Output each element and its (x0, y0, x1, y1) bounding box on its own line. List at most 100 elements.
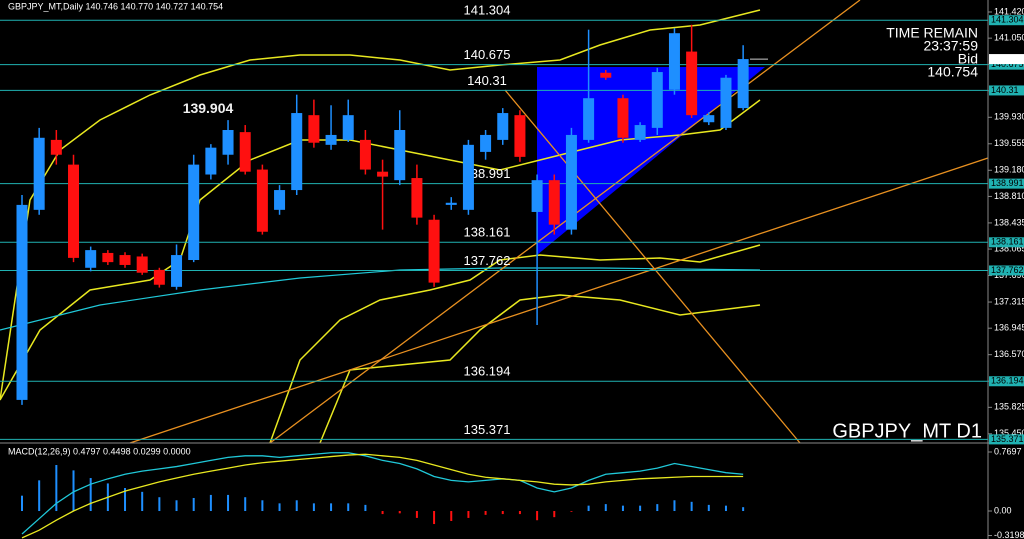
level-label: 137.762 (464, 253, 511, 268)
level-label: 138.991 (464, 166, 511, 181)
histogram-bar (450, 511, 453, 521)
ma-line (0, 267, 761, 331)
histogram-bar (21, 495, 23, 512)
candle-body (462, 144, 474, 210)
histogram-bar (621, 505, 624, 512)
candle-body (256, 169, 268, 232)
chart-header: GBPJPY_MT,Daily 140.746 140.770 140.727 … (8, 1, 223, 11)
y-tick-label: 138.435 (994, 217, 1024, 227)
candle-body (68, 164, 80, 258)
candle-body (377, 171, 389, 177)
histogram-bar (690, 501, 693, 512)
level-label: 138.161 (464, 225, 511, 240)
band-line (319, 294, 761, 444)
time-remain-label: TIME REMAIN (886, 25, 978, 41)
histogram-bar (278, 503, 281, 512)
histogram-bar (415, 511, 418, 518)
histogram-bar (604, 504, 607, 512)
candle-body (720, 77, 732, 128)
histogram-bar (227, 494, 230, 512)
histogram-bar (244, 497, 247, 512)
macd-title: MACD(12,26,9) 0.4797 0.4498 0.0299 0.000… (8, 446, 191, 456)
candle-body (445, 202, 457, 205)
level-label: 141.304 (464, 3, 511, 18)
histogram-bar (295, 500, 298, 512)
level-axis-box (989, 178, 1024, 189)
histogram-bar (484, 511, 487, 515)
histogram-bar (742, 507, 745, 512)
histogram-bar (724, 505, 727, 512)
band-line (0, 9, 761, 401)
candle-body (703, 115, 715, 123)
candle-body (411, 178, 423, 218)
bid: 140.754 (927, 64, 978, 80)
histogram-bar (124, 488, 127, 512)
histogram-bar (639, 505, 642, 512)
y-tick-label: 141.420 (994, 6, 1024, 16)
time-remain: 23:37:59 (924, 38, 979, 54)
level-axis-label: 137.762 (991, 265, 1024, 275)
candle-body (222, 130, 234, 155)
level-label: 140.675 (464, 47, 511, 62)
candle-body (239, 132, 251, 172)
y-tick-label: 138.065 (994, 243, 1024, 253)
y-tick-label: 136.570 (994, 349, 1024, 359)
histogram-bar (518, 511, 521, 515)
histogram-bar (312, 503, 315, 512)
histogram-bar (38, 480, 41, 512)
macd-line (21, 452, 744, 535)
candle-body (686, 51, 698, 116)
histogram-bar (570, 511, 573, 512)
level-axis-label: 138.161 (991, 237, 1024, 247)
candle-body (33, 137, 45, 210)
histogram-bar (501, 511, 504, 515)
level-label: 140.31 (467, 73, 507, 88)
candle-body (205, 147, 217, 175)
candle-body (634, 125, 646, 140)
histogram-bar (587, 505, 590, 512)
bid-label: Bid (958, 51, 978, 67)
candle-body (737, 59, 749, 109)
candle-body (428, 219, 440, 283)
candle-body (308, 115, 320, 143)
candle-body (548, 180, 560, 225)
candle-body (119, 255, 131, 265)
candle-body (188, 164, 200, 261)
histogram-bar (192, 497, 195, 512)
histogram-bar (330, 503, 333, 512)
histogram-bar (433, 511, 436, 525)
bid-axis-box (989, 54, 1024, 65)
histogram-bar (673, 500, 676, 512)
level-axis-label: 138.991 (991, 178, 1024, 188)
histogram-bar (553, 511, 556, 518)
candle-body (480, 134, 492, 152)
level-axis-box (989, 15, 1024, 26)
histogram-bar (398, 511, 401, 514)
histogram-bar (158, 497, 161, 512)
y-tick-label: 141.050 (994, 33, 1024, 43)
histogram-bar (89, 478, 92, 512)
trend-line (269, 0, 861, 444)
histogram-bar (364, 504, 367, 512)
candle-body (651, 72, 663, 128)
candle-body (600, 72, 612, 78)
y-tick-label: 136.945 (994, 323, 1024, 333)
histogram-bar (261, 500, 264, 512)
level-axis-box (989, 85, 1024, 96)
y-tick-label: 135.825 (994, 402, 1024, 412)
histogram-bar (141, 491, 144, 512)
candle-body (325, 134, 337, 145)
histogram-bar (55, 465, 58, 512)
candle-body (50, 139, 62, 155)
histogram-bar (347, 503, 350, 512)
candle-body (617, 98, 629, 138)
y-tick-label: 139.555 (994, 138, 1024, 148)
candle-body (394, 130, 406, 181)
histogram-bar (467, 511, 470, 518)
y-tick-label: 137.315 (994, 296, 1024, 306)
level-axis-box (989, 59, 1024, 70)
histogram-bar (536, 511, 539, 521)
y-tick-label: 135.450 (994, 428, 1024, 438)
